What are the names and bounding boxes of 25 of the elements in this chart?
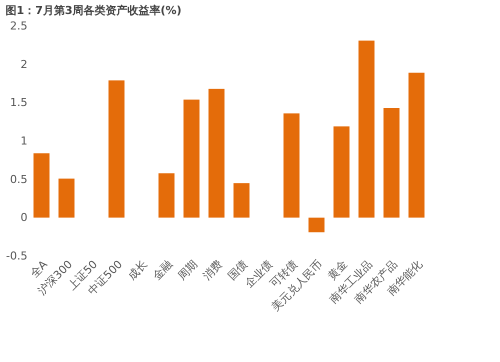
bar bbox=[308, 218, 324, 232]
bar bbox=[208, 88, 224, 218]
y-tick-label: 0 bbox=[20, 211, 28, 224]
bar bbox=[184, 100, 200, 218]
bar bbox=[108, 80, 124, 218]
bar bbox=[158, 173, 174, 218]
x-tick-label: 成长 bbox=[125, 258, 150, 283]
y-tick-label: 1 bbox=[20, 134, 28, 148]
bar bbox=[384, 108, 400, 218]
bar bbox=[358, 40, 374, 218]
y-tick-label: 1.5 bbox=[10, 96, 28, 110]
bar bbox=[284, 113, 300, 218]
y-tick-label: -0.5 bbox=[6, 250, 28, 262]
bar bbox=[34, 153, 50, 218]
y-tick-label: 2.5 bbox=[10, 20, 28, 32]
x-tick-label: 金融 bbox=[150, 258, 175, 283]
x-tick-label: 周期 bbox=[175, 258, 200, 283]
chart-title: 图1：7月第3周各类资产收益率(%) bbox=[6, 4, 182, 17]
bar bbox=[234, 183, 250, 218]
x-tick-label: 消费 bbox=[200, 258, 225, 283]
bar bbox=[408, 72, 424, 218]
bar bbox=[58, 178, 74, 218]
y-tick-label: 0.5 bbox=[10, 172, 28, 186]
y-tick-label: 2 bbox=[20, 58, 28, 71]
bar bbox=[334, 126, 350, 218]
